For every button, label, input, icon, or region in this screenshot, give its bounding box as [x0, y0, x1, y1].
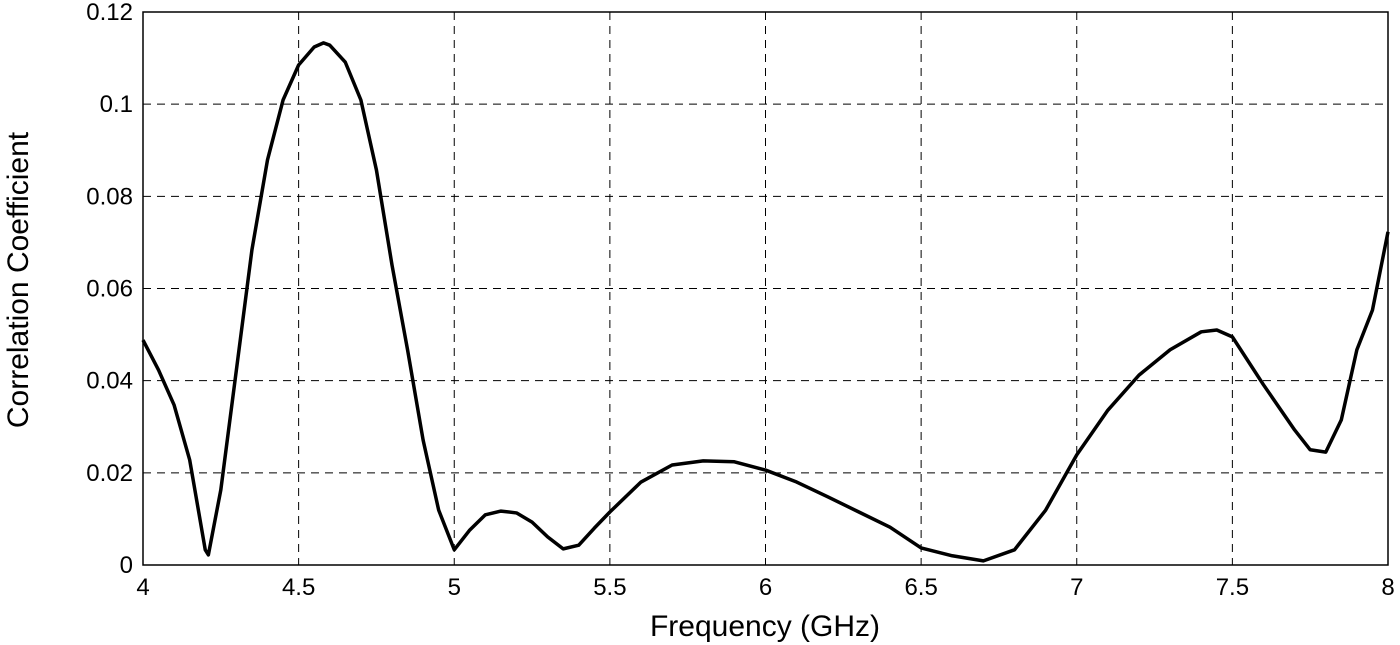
y-tick-label: 0.08 [86, 183, 133, 210]
y-tick-label: 0.04 [86, 368, 133, 395]
x-tick-label: 4.5 [282, 574, 315, 601]
x-axis-label: Frequency (GHz) [650, 610, 880, 643]
x-tick-label: 5 [448, 574, 461, 601]
data-line [141, 41, 1390, 563]
x-tick-label: 7.5 [1216, 574, 1249, 601]
plot-frame [142, 11, 1389, 566]
y-tick-label: 0.02 [86, 460, 133, 487]
y-tick-label: 0 [120, 552, 133, 579]
x-tick-label: 8 [1381, 574, 1394, 601]
y-axis-label: Correlation Coefficient [2, 131, 35, 428]
y-tick-label: 0.06 [86, 276, 133, 303]
y-tick-label: 0.12 [86, 0, 133, 26]
x-tick-label: 6 [759, 574, 772, 601]
x-tick-label: 6.5 [904, 574, 937, 601]
x-tick-label: 7 [1070, 574, 1083, 601]
x-tick-label: 5.5 [593, 574, 626, 601]
x-tick-label: 4 [136, 574, 149, 601]
y-tick-label: 0.1 [100, 91, 133, 118]
